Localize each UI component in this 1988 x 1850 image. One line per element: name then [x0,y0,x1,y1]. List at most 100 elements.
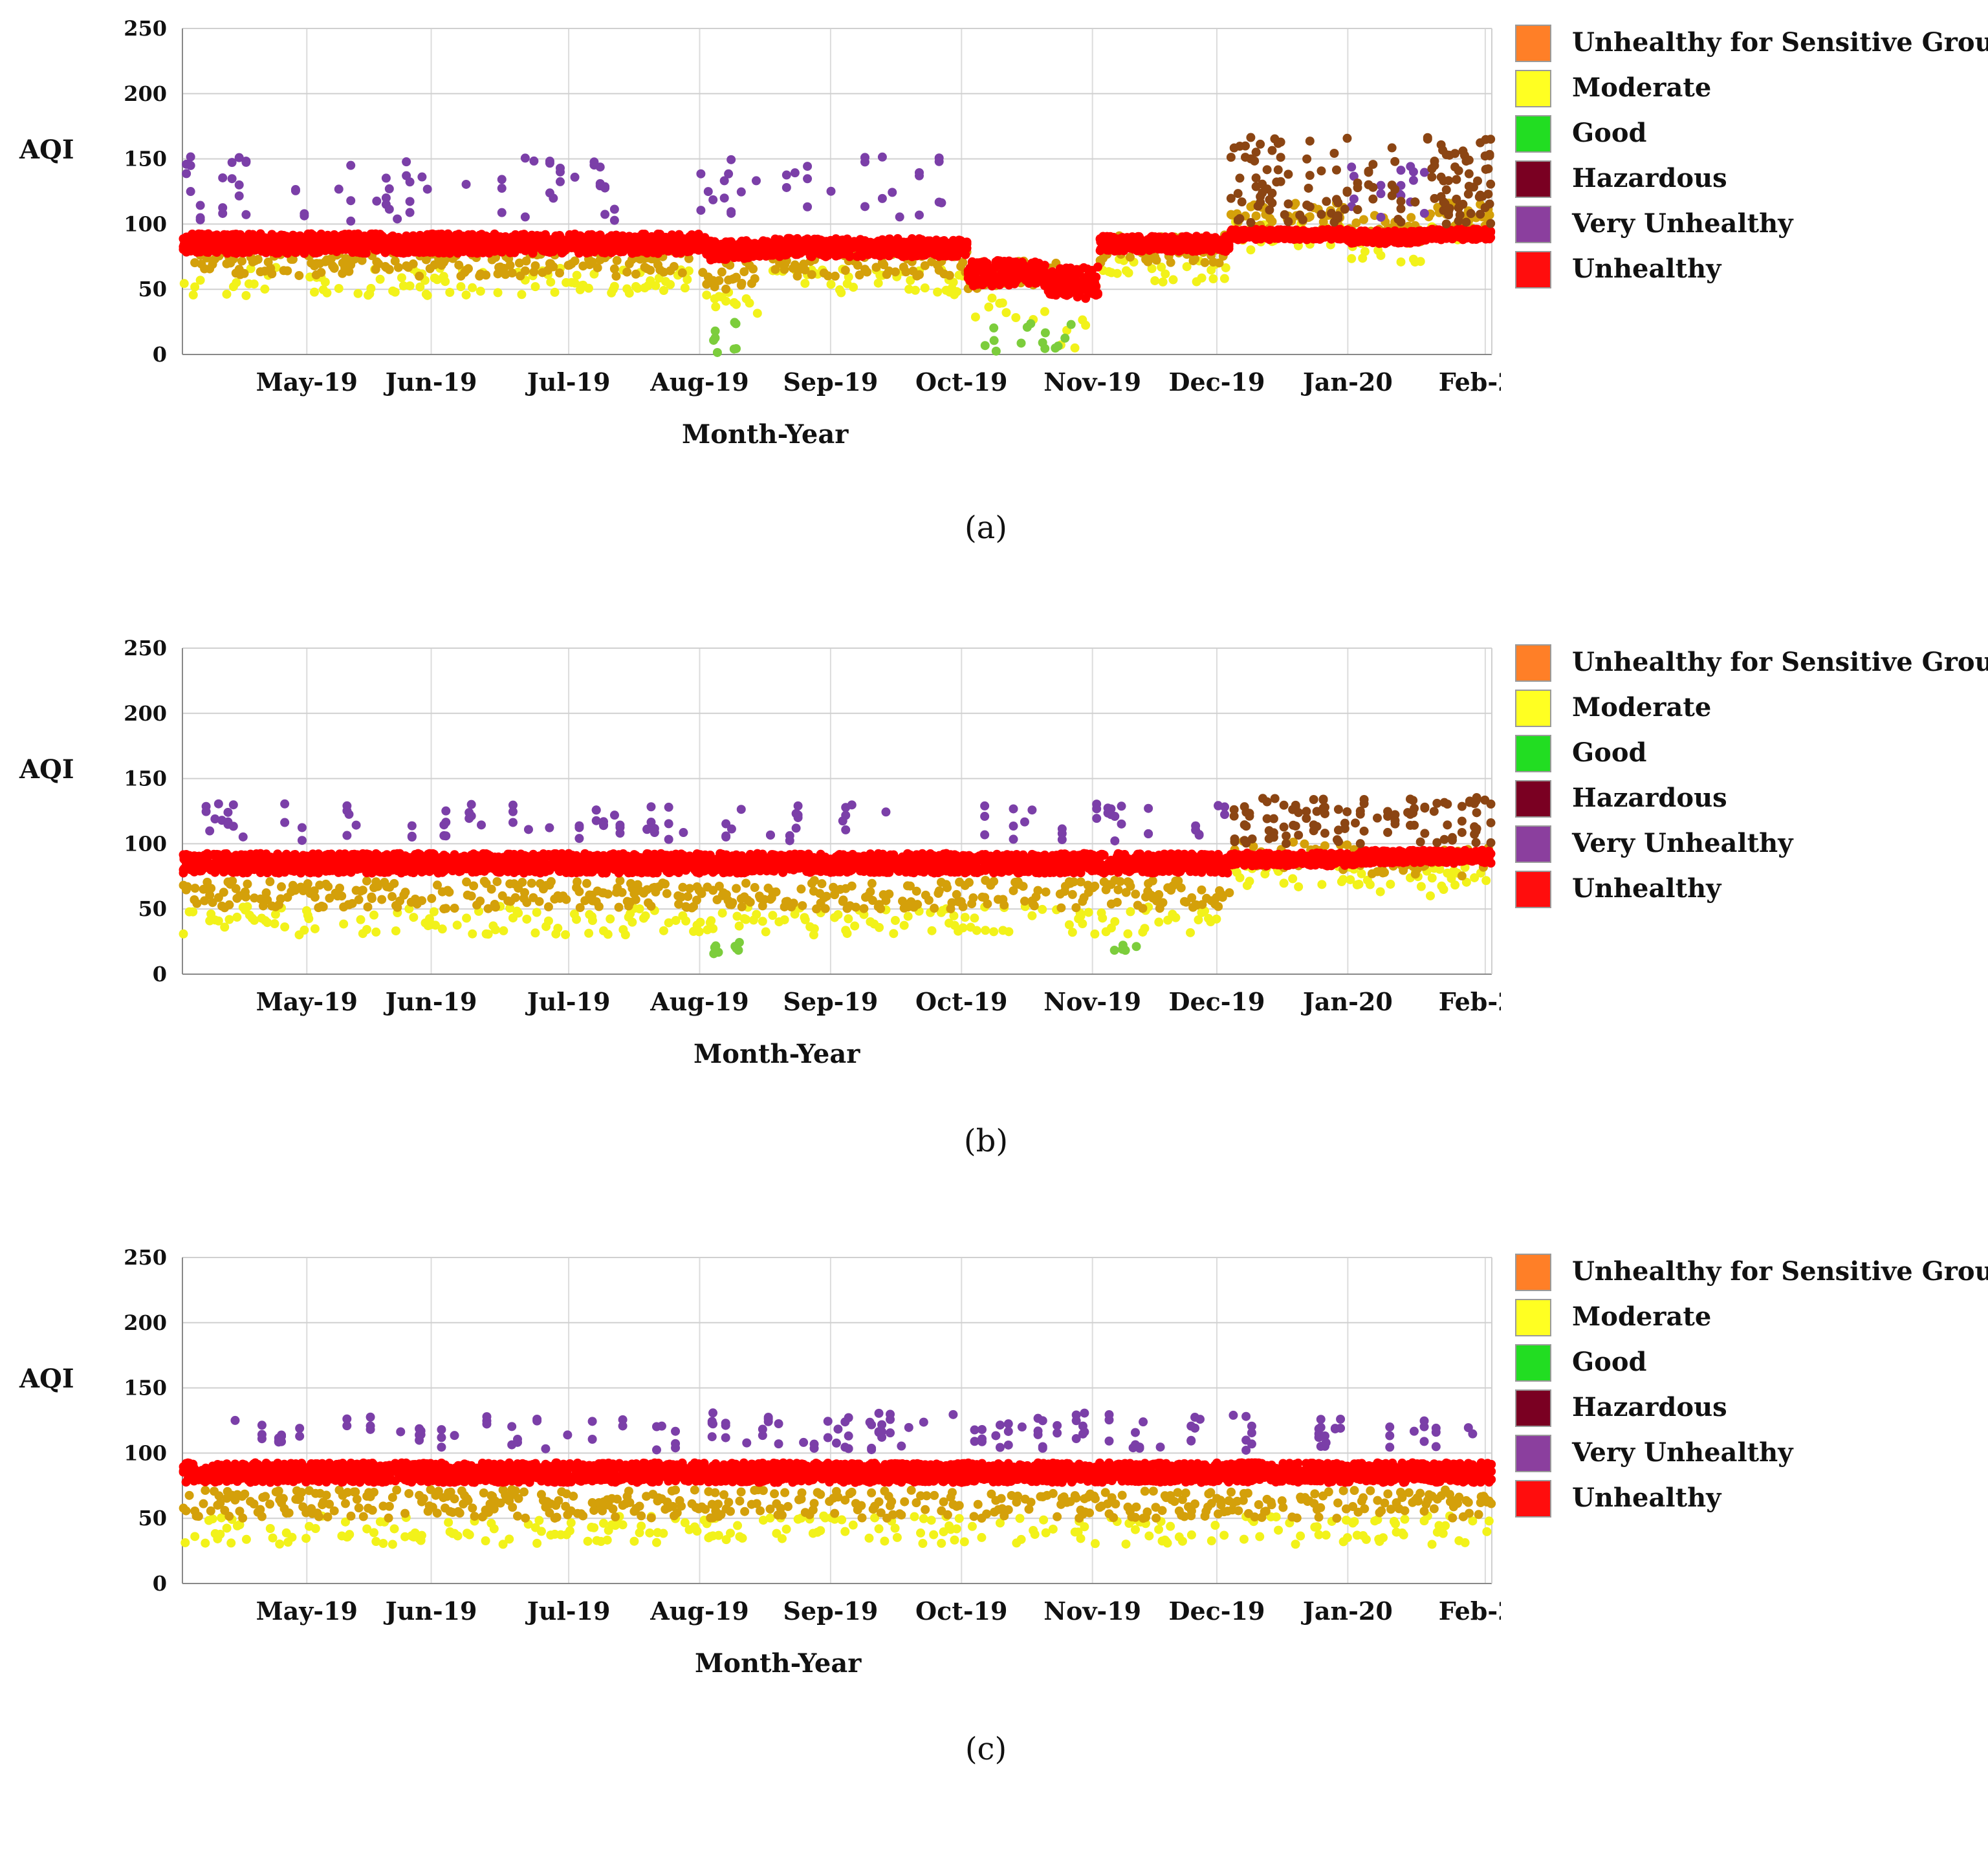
data-point [807,270,816,279]
data-point [1016,338,1025,347]
data-point [709,336,718,345]
data-point [833,910,842,919]
data-point [989,323,998,332]
data-point [724,169,733,179]
data-point [393,214,402,223]
data-point [1090,930,1099,939]
data-point [1267,199,1276,208]
data-point [492,877,501,886]
data-point [1332,166,1341,175]
data-point [1252,147,1261,157]
data-point [1298,215,1307,224]
data-point [1040,307,1049,316]
data-point [1294,882,1303,891]
data-point [750,883,759,892]
legend-label: Unhealthy [1572,254,1721,284]
y-tick-label: 150 [124,767,167,791]
data-point [593,263,602,272]
data-point [260,285,269,294]
data-point [335,884,344,893]
data-point [521,212,530,221]
data-point [1235,214,1244,223]
data-point [346,161,355,170]
data-point [735,922,744,931]
data-point [322,288,331,298]
data-point [836,288,846,298]
data-point [1430,161,1439,170]
data-point [573,877,582,886]
x-tick-label: Dec-19 [1168,987,1265,1016]
legend-swatch [1515,251,1551,288]
data-point [476,287,485,296]
data-point [571,256,580,265]
data-point [900,921,909,930]
data-point [241,210,250,219]
data-point [1208,274,1218,283]
data-point [1113,898,1122,907]
data-point [915,210,924,219]
data-point [1304,184,1313,193]
legend-label: Very Unhealthy [1572,208,1793,239]
data-point [1168,275,1177,284]
data-point [291,186,300,195]
data-point [998,298,1007,307]
data-point [704,187,713,196]
data-point [1376,189,1385,198]
data-point [860,202,869,211]
data-point [631,270,640,279]
data-point [377,895,386,904]
data-point [235,191,244,201]
data-point [798,901,807,910]
data-point [1234,189,1243,198]
data-point [497,175,507,184]
data-point [1263,165,1272,174]
data-point [1380,868,1389,877]
data-point [981,341,990,350]
data-point [878,194,887,203]
data-point [406,177,415,186]
data-point [714,948,723,957]
data-point [454,261,463,270]
data-point [1317,880,1326,889]
data-point [741,878,750,887]
data-point [522,915,531,924]
data-point [992,347,1001,356]
data-point [186,161,195,170]
data-point [1283,199,1293,208]
x-tick-label: Jan-20 [1301,987,1393,1016]
data-point [1241,142,1250,151]
legend-swatch [1515,70,1551,107]
data-point [311,924,320,933]
data-point [1026,319,1035,328]
x-tick-label: Feb-20 [1439,367,1501,397]
y-tick-label: 50 [138,277,167,301]
y-tick-label: 0 [153,962,167,986]
data-point [803,174,812,183]
data-point [362,876,371,886]
data-point [1154,918,1163,927]
data-point [362,925,371,934]
y-tick-label: 0 [153,342,167,367]
data-point [1333,198,1342,207]
data-point [417,896,426,905]
data-point [726,155,736,164]
grid-lines [182,28,1492,354]
data-point [610,282,619,291]
data-point [1445,204,1454,213]
data-point [406,208,415,217]
data-point [696,169,705,179]
data-point [1416,257,1425,266]
data-point [303,879,312,888]
data-point [610,205,619,214]
data-point [1355,880,1364,889]
data-point [965,878,974,887]
data-point [695,927,704,936]
data-point [732,944,741,953]
data-point [600,210,609,219]
data-point [1396,204,1405,213]
data-point [1473,177,1482,186]
data-point [1212,915,1221,924]
data-point [718,909,727,918]
data-point [625,288,634,298]
